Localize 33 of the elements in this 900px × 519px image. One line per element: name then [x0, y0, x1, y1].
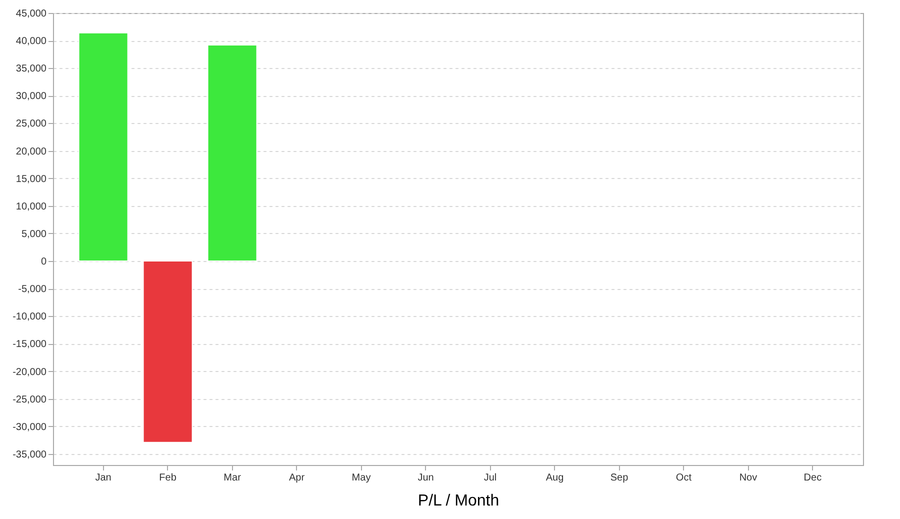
x-tick-label: May: [352, 472, 371, 484]
y-tick-label: 5,000: [21, 228, 47, 240]
y-tick-label: 25,000: [16, 118, 47, 130]
x-tick-label: Jan: [95, 472, 112, 484]
bar: [207, 44, 258, 262]
x-tick-label: Jun: [418, 472, 434, 484]
x-tick-label: Apr: [288, 472, 306, 484]
y-tick-label: -5,000: [18, 284, 47, 296]
y-tick-label: 40,000: [16, 36, 47, 48]
y-tick-label: 15,000: [16, 174, 47, 185]
y-tick-label: -25,000: [12, 394, 47, 406]
x-tick-label: Aug: [546, 472, 564, 484]
x-tick-label: Mar: [224, 472, 242, 484]
x-tick-label: Dec: [804, 472, 822, 484]
y-tick-label: 35,000: [16, 64, 47, 75]
y-tick-label: -30,000: [12, 422, 47, 433]
y-tick-label: 0: [40, 256, 47, 268]
y-tick-label: 20,000: [16, 146, 47, 158]
bar: [78, 32, 128, 262]
y-tick-label: 30,000: [16, 91, 47, 102]
x-tick-label: Oct: [676, 472, 692, 484]
y-tick-label: -10,000: [12, 312, 47, 323]
y-tick-label: 45,000: [16, 8, 47, 20]
x-tick-label: Jul: [484, 472, 497, 484]
y-tick-label: -20,000: [12, 366, 47, 378]
bar: [142, 260, 193, 443]
x-tick-label: Nov: [739, 472, 758, 484]
x-axis-title: P/L / Month: [418, 492, 500, 510]
y-tick-label: 10,000: [16, 201, 47, 212]
x-tick-label: Sep: [610, 472, 629, 484]
y-tick-label: -15,000: [12, 339, 47, 350]
x-tick-label: Feb: [159, 472, 177, 484]
y-tick-label: -35,000: [12, 449, 47, 460]
